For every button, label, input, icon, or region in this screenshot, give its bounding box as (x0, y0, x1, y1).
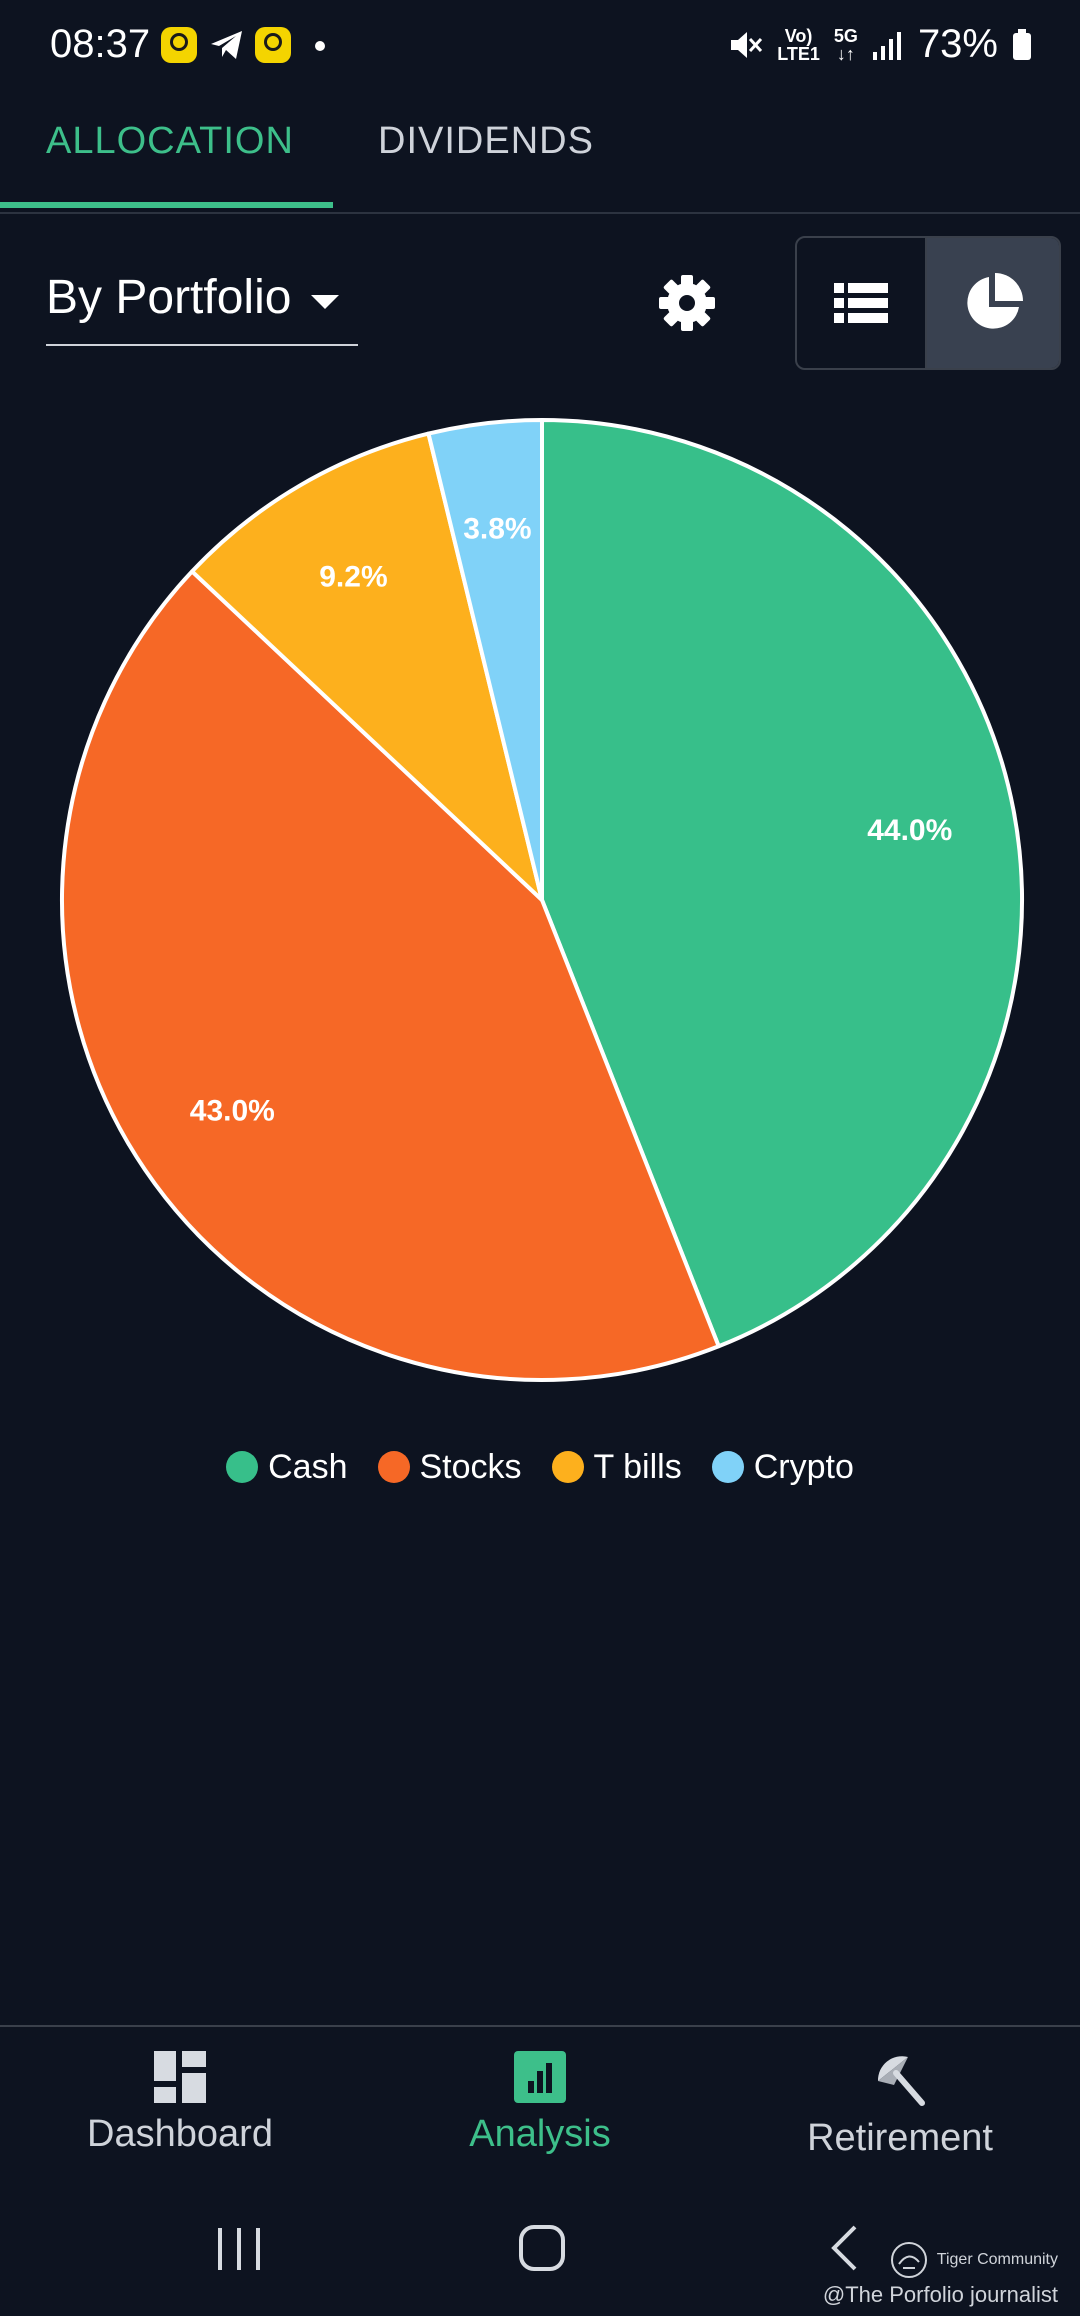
portfolio-select-label: By Portfolio (46, 271, 292, 324)
legend-label: T bills (593, 1447, 682, 1486)
notification-dot-icon (315, 41, 325, 51)
portfolio-select-dropdown[interactable]: By Portfolio (46, 262, 358, 346)
pie-slice-cash[interactable] (540, 418, 1024, 1349)
legend-dot (711, 1451, 744, 1483)
telegram-icon (211, 31, 242, 59)
nav-retirement[interactable]: Retirement (750, 2051, 1050, 2160)
legend-dot (551, 1451, 584, 1483)
nav-label: Retirement (807, 2117, 993, 2159)
tiger-logo-icon (890, 2242, 927, 2278)
allocation-pie-chart: 44.0% 43.0% 9.2% 3.8% (60, 418, 1024, 1382)
analysis-icon (514, 2051, 566, 2103)
slice-label: 3.8% (463, 512, 531, 545)
legend-item-cash[interactable]: Cash (226, 1447, 348, 1487)
battery-percentage: 73% (917, 22, 998, 66)
pie-view-button[interactable] (927, 238, 1059, 368)
app-notification-icon (255, 27, 291, 63)
recent-apps-icon[interactable] (216, 2226, 262, 2272)
list-icon (834, 283, 888, 323)
watermark-tiger-community: Tiger Community (889, 2240, 1058, 2280)
mute-icon (731, 31, 763, 58)
status-bar: 08:37 Vo) LTE1 5G ↓↑ (0, 0, 1080, 92)
beach-umbrella-icon (877, 2056, 925, 2106)
back-icon[interactable] (828, 2224, 860, 2272)
legend-item-crypto[interactable]: Crypto (711, 1447, 854, 1487)
pie-slice-crypto[interactable] (426, 418, 544, 902)
nav-analysis[interactable]: Analysis (390, 2051, 690, 2156)
status-right: Vo) LTE1 5G ↓↑ 73% (727, 22, 1032, 67)
system-navigation-bar: Tiger Community @The Porfolio journalist (0, 2200, 1080, 2316)
active-tab-indicator (0, 202, 333, 208)
slice-label: 43.0% (190, 1094, 275, 1127)
legend-label: Crypto (753, 1447, 854, 1486)
legend-label: Stocks (419, 1447, 522, 1486)
settings-button[interactable] (650, 266, 724, 340)
legend-label: Cash (268, 1447, 348, 1486)
legend-dot (226, 1451, 259, 1483)
pie-slice-stocks[interactable] (60, 569, 721, 1382)
signal-icon (872, 31, 901, 60)
dashboard-icon (154, 2051, 206, 2103)
view-toggle (795, 236, 1061, 370)
watermark-community-text: Tiger Community (936, 2251, 1058, 2268)
nav-label: Dashboard (87, 2113, 273, 2155)
bottom-navigation: Dashboard Analysis Retirement (0, 2025, 1080, 2197)
5g-indicator: 5G ↓↑ (833, 25, 858, 64)
home-icon[interactable] (518, 2224, 566, 2272)
gear-icon (659, 275, 715, 331)
chart-legend: Cash Stocks T bills Crypto (0, 1442, 1080, 1492)
legend-dot (377, 1451, 410, 1483)
slice-label: 9.2% (319, 561, 387, 594)
watermark-credit: @The Porfolio journalist (822, 2282, 1058, 2307)
battery-icon (1013, 28, 1031, 60)
tab-allocation[interactable]: ALLOCATION (46, 120, 294, 162)
nav-label: Analysis (469, 2113, 611, 2155)
app-notification-icon (161, 27, 197, 63)
legend-item-stocks[interactable]: Stocks (377, 1447, 522, 1487)
tab-bar: ALLOCATION DIVIDENDS (0, 100, 1080, 214)
status-time: 08:37 (50, 22, 151, 66)
pie-chart-icon (967, 273, 1023, 329)
tab-dividends[interactable]: DIVIDENDS (378, 120, 594, 162)
volte-indicator: Vo) LTE1 (777, 25, 820, 64)
chevron-down-icon (311, 295, 339, 309)
slice-label: 44.0% (867, 814, 952, 847)
nav-dashboard[interactable]: Dashboard (30, 2051, 330, 2156)
list-view-button[interactable] (797, 238, 927, 368)
legend-item-t-bills[interactable]: T bills (551, 1447, 682, 1487)
pie-slice-t-bills[interactable] (190, 431, 544, 902)
